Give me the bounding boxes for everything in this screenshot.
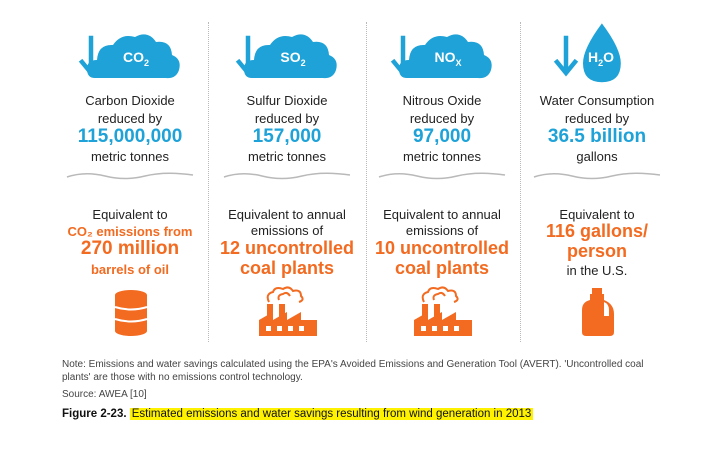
wavy-divider xyxy=(223,172,351,180)
reduction-amount: 157,000 xyxy=(252,126,322,147)
water-jug-icon xyxy=(582,288,614,336)
gas-name: Sulfur Dioxide xyxy=(246,93,328,108)
source-note: Source: AWEA [10] xyxy=(62,389,147,400)
figure-title: Estimated emissions and water savings re… xyxy=(129,408,534,420)
reduced-label: reduced by xyxy=(97,111,163,126)
equivalent-amount: 270 million xyxy=(80,238,180,259)
footnote: Note: Emissions and water savings calcul… xyxy=(62,359,644,383)
reduction-amount: 97,000 xyxy=(412,126,472,147)
equivalent-detail: barrels of oil xyxy=(90,262,170,277)
equivalent-label: Equivalent to annual xyxy=(228,207,346,222)
equivalent-amount: coal plants xyxy=(394,258,490,278)
reduced-label: reduced by xyxy=(254,111,320,126)
reduction-unit: metric tonnes xyxy=(402,149,482,164)
equivalent-amount: 116 gallons/ xyxy=(545,221,649,241)
equivalent-detail: CO₂ emissions from xyxy=(67,224,193,239)
factory-icon xyxy=(414,286,472,336)
equivalent-amount: person xyxy=(566,241,627,261)
reduction-unit: metric tonnes xyxy=(90,149,170,164)
equivalent-detail: emissions of xyxy=(405,223,479,238)
co2-cloud-icon: CO2 xyxy=(55,18,205,86)
equivalent-detail: emissions of xyxy=(250,223,324,238)
gas-name: Nitrous Oxide xyxy=(402,93,482,108)
so2-cloud-icon: SO2 xyxy=(212,18,362,86)
column-divider xyxy=(520,22,521,342)
gas-name: Carbon Dioxide xyxy=(85,93,175,108)
equivalent-detail: in the U.S. xyxy=(566,263,628,278)
wavy-divider xyxy=(533,172,661,180)
gas-name: Water Consumption xyxy=(539,93,655,108)
wavy-divider xyxy=(378,172,506,180)
reduced-label: reduced by xyxy=(409,111,475,126)
water-drop-icon: H2O xyxy=(522,18,672,86)
figure-label: Figure 2-23. xyxy=(62,408,127,420)
column-divider xyxy=(208,22,209,342)
equivalent-amount: 10 uncontrolled xyxy=(374,238,509,258)
equivalent-label: Equivalent to xyxy=(559,207,635,222)
panel-water-consumption: H2O Water Consumption reduced by 36.5 bi… xyxy=(522,18,672,348)
panel-nitrous-oxide: NOX Nitrous Oxide reduced by 97,000 metr… xyxy=(367,18,517,348)
factory-icon xyxy=(259,286,317,336)
reduction-amount: 36.5 billion xyxy=(547,126,647,147)
reduced-label: reduced by xyxy=(564,111,630,126)
panel-sulfur-dioxide: SO2 Sulfur Dioxide reduced by 157,000 me… xyxy=(212,18,362,348)
equivalent-amount: 12 uncontrolled xyxy=(219,238,354,258)
equivalent-label: Equivalent to xyxy=(92,207,168,222)
panel-carbon-dioxide: CO2 Carbon Dioxide reduced by 115,000,00… xyxy=(55,18,205,348)
column-divider xyxy=(366,22,367,342)
nox-cloud-icon: NOX xyxy=(367,18,517,86)
reduction-unit: metric tonnes xyxy=(247,149,327,164)
reduction-unit: gallons xyxy=(576,149,618,164)
equivalent-label: Equivalent to annual xyxy=(383,207,501,222)
equivalent-amount: coal plants xyxy=(239,258,335,278)
oil-barrel-icon xyxy=(114,290,148,336)
figure-caption: Figure 2-23. Estimated emissions and wat… xyxy=(62,408,534,420)
reduction-amount: 115,000,000 xyxy=(77,126,183,147)
wavy-divider xyxy=(66,172,194,180)
